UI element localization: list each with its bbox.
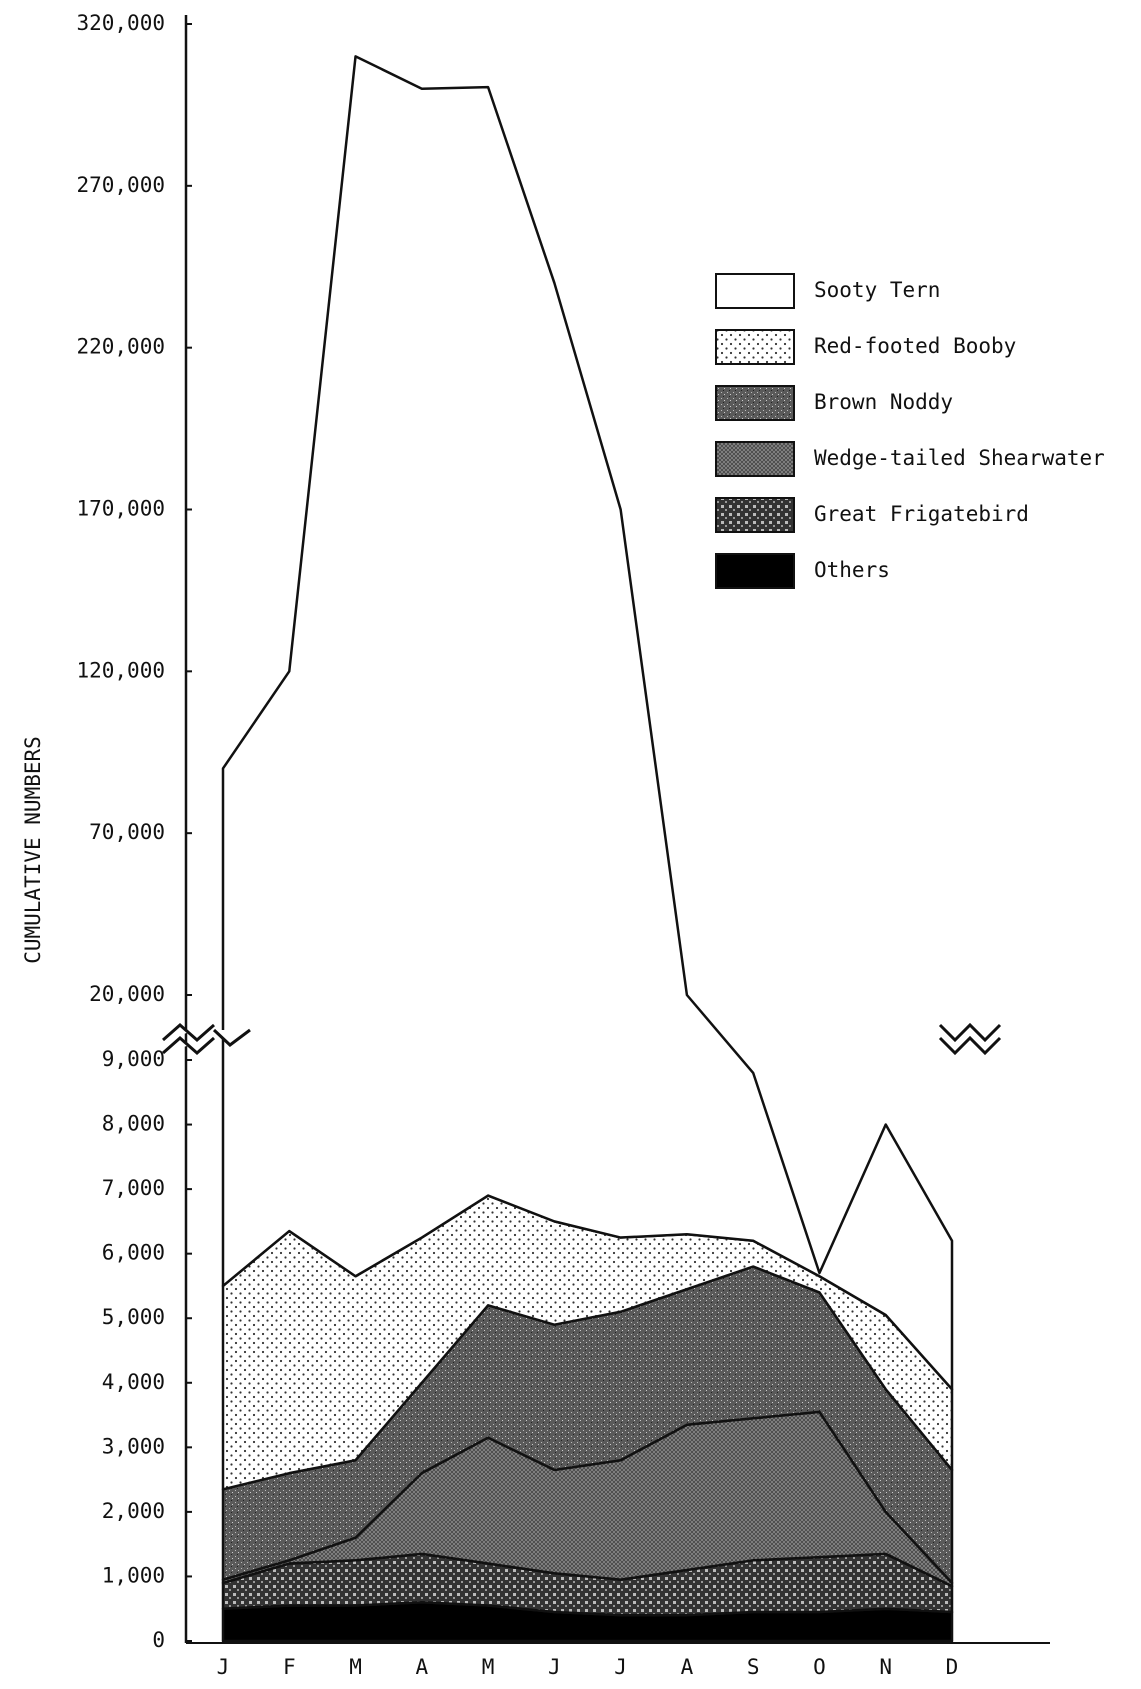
legend-label: Wedge-tailed Shearwater: [814, 446, 1105, 470]
y-tick-label: 270,000: [76, 173, 165, 197]
x-tick-label: M: [349, 1655, 362, 1679]
y-tick-label: 0: [152, 1628, 165, 1652]
legend-label: Great Frigatebird: [814, 502, 1029, 526]
y-tick-label: 2,000: [102, 1499, 165, 1523]
legend-label: Others: [814, 558, 890, 582]
y-tick-label: 5,000: [102, 1305, 165, 1329]
y-tick-label: 8,000: [102, 1112, 165, 1136]
x-tick-label: S: [747, 1655, 760, 1679]
legend-swatch: [715, 553, 795, 589]
x-tick-label: F: [283, 1655, 296, 1679]
area: [221, 55, 954, 1391]
plot-area: [221, 55, 954, 1643]
x-tick-label: N: [879, 1655, 892, 1679]
legend-swatch: [715, 385, 795, 421]
x-tick-label: M: [482, 1655, 495, 1679]
legend-label: Brown Noddy: [814, 390, 953, 414]
legend-label: Sooty Tern: [814, 278, 940, 302]
y-tick-label: 320,000: [76, 11, 165, 35]
x-tick-label: J: [548, 1655, 561, 1679]
x-tick-label: O: [813, 1655, 826, 1679]
legend-label: Red-footed Booby: [814, 334, 1016, 358]
y-tick-label: 1,000: [102, 1563, 165, 1587]
y-tick-label: 120,000: [76, 658, 165, 682]
legend-swatch: [715, 273, 795, 309]
x-tick-label: J: [217, 1655, 230, 1679]
legend-swatch: [715, 441, 795, 477]
y-axis-label: CUMULATIVE NUMBERS: [21, 736, 45, 964]
x-tick-label: D: [946, 1655, 959, 1679]
y-tick-label: 6,000: [102, 1241, 165, 1265]
axis-break: [162, 1022, 251, 1056]
y-tick-label: 70,000: [89, 820, 165, 844]
y-tick-label: 170,000: [76, 497, 165, 521]
x-tick-label: A: [681, 1655, 694, 1679]
y-tick-label: 7,000: [102, 1176, 165, 1200]
x-tick-label: J: [614, 1655, 627, 1679]
axis-break: [938, 1022, 1002, 1056]
legend-swatch: [715, 497, 795, 533]
y-tick-label: 20,000: [89, 982, 165, 1006]
legend: Others Great Frigatebird Wedge-tailed Shea…: [715, 273, 1105, 589]
y-tick-label: 9,000: [102, 1047, 165, 1071]
x-tick-label: A: [415, 1655, 428, 1679]
y-tick-label: 3,000: [102, 1434, 165, 1458]
y-tick-label: 4,000: [102, 1370, 165, 1394]
y-tick-label: 220,000: [76, 335, 165, 359]
legend-swatch: [715, 329, 795, 365]
